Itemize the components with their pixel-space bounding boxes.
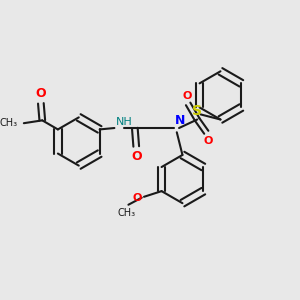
Text: CH₃: CH₃ [118, 208, 136, 218]
Text: O: O [131, 150, 142, 163]
Text: O: O [132, 193, 142, 203]
Text: O: O [36, 87, 46, 100]
Text: O: O [182, 91, 191, 100]
Text: NH: NH [116, 117, 133, 127]
Text: S: S [192, 104, 202, 118]
Text: N: N [175, 114, 185, 127]
Text: O: O [203, 136, 212, 146]
Text: CH₃: CH₃ [0, 118, 18, 128]
